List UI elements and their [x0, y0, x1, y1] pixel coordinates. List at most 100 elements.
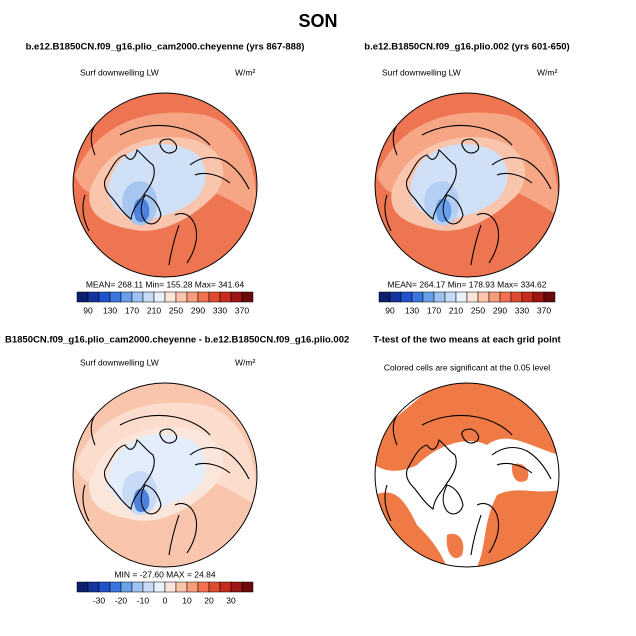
- colorbar-box: [230, 581, 243, 593]
- coastline: [405, 148, 457, 220]
- variable-label: Surf downwelling LW: [80, 67, 159, 77]
- coastline: [470, 502, 500, 556]
- map-fill: [375, 93, 559, 277]
- colorbar-label: 330: [515, 305, 529, 315]
- map-fill: [73, 383, 257, 567]
- colorbar-label: 210: [449, 305, 463, 315]
- map-border: [374, 382, 560, 568]
- colorbar-box: [109, 581, 122, 593]
- colorbar-box: [378, 291, 391, 303]
- coastline: [461, 138, 480, 154]
- coastline: [119, 414, 211, 436]
- colorbar-label: -10: [137, 595, 150, 605]
- colorbar-label: 170: [125, 305, 139, 315]
- colorbar-label: 250: [169, 305, 183, 315]
- colorbar-label: 20: [204, 595, 214, 605]
- colorbar-box: [175, 291, 188, 303]
- colorbar-box: [98, 581, 111, 593]
- stats-label: MIN = -27.60 MAX = 24.84: [114, 569, 215, 579]
- map: [72, 92, 258, 278]
- colorbar-box: [87, 291, 100, 303]
- units-label: W/m²: [235, 67, 255, 77]
- units-label: W/m²: [537, 67, 557, 77]
- map-border: [72, 382, 258, 568]
- colorbar-label: 30: [226, 595, 236, 605]
- colorbar-box: [120, 581, 133, 593]
- colorbar-box: [131, 291, 144, 303]
- colorbar-label: 370: [537, 305, 551, 315]
- colorbar-box: [142, 581, 155, 593]
- coastline: [140, 194, 162, 225]
- map: [374, 92, 560, 278]
- colorbar-label: 10: [182, 595, 192, 605]
- colorbar-box: [543, 291, 556, 303]
- colorbar-box: [389, 291, 402, 303]
- colorbar-box: [477, 291, 490, 303]
- colorbar-box: [411, 291, 424, 303]
- colorbar-label: 250: [471, 305, 485, 315]
- map-region: [397, 415, 408, 435]
- colorbar-label: 290: [493, 305, 507, 315]
- colorbar-box: [208, 291, 221, 303]
- colorbar-label: 130: [405, 305, 419, 315]
- colorbar-box: [197, 291, 210, 303]
- coastline: [470, 212, 500, 266]
- colorbar-label: 90: [83, 305, 93, 315]
- colorbar-label: -30: [93, 595, 106, 605]
- colorbar-box: [219, 291, 232, 303]
- colorbar-box: [153, 581, 166, 593]
- colorbar-label: 90: [385, 305, 395, 315]
- variable-label: Surf downwelling LW: [80, 357, 159, 367]
- colorbar-box: [186, 291, 199, 303]
- coastline: [159, 138, 178, 154]
- colorbar-label: 330: [213, 305, 227, 315]
- colorbar-box: [164, 581, 177, 593]
- colorbar-box: [76, 581, 89, 593]
- coastline: [491, 156, 552, 190]
- colorbar-box: [241, 291, 254, 303]
- map-border: [374, 92, 560, 278]
- colorbar-label: 290: [191, 305, 205, 315]
- colorbar-box: [499, 291, 512, 303]
- panel-title: B1850CN.f09_g16.plio_cam2000.cheyenne - …: [5, 335, 349, 346]
- coastline: [159, 428, 178, 444]
- map-region: [446, 533, 464, 559]
- colorbar-box: [197, 581, 210, 593]
- colorbar-label: 0: [163, 595, 168, 605]
- colorbar-box: [521, 291, 534, 303]
- colorbar-label: -20: [115, 595, 128, 605]
- colorbar-box: [219, 581, 232, 593]
- colorbar-box: [422, 291, 435, 303]
- colorbar-box: [230, 291, 243, 303]
- units-label: W/m²: [235, 357, 255, 367]
- map-fill: [73, 93, 257, 277]
- colorbar-label: 370: [235, 305, 249, 315]
- figure-title: SON: [298, 11, 337, 31]
- stats-label: MEAN= 264.17 Min= 178.93 Max= 334.62: [387, 279, 546, 289]
- map-border: [72, 92, 258, 278]
- variable-label: Surf downwelling LW: [382, 67, 461, 77]
- colorbar-box: [76, 291, 89, 303]
- coastline: [140, 484, 162, 515]
- coastline: [405, 438, 457, 510]
- colorbar-box: [241, 581, 254, 593]
- coastline: [119, 124, 211, 146]
- colorbar-box: [400, 291, 413, 303]
- colorbar-box: [142, 291, 155, 303]
- coastline: [442, 484, 464, 515]
- colorbar-box: [186, 581, 199, 593]
- panel-note: Colored cells are significant at the 0.0…: [384, 362, 550, 372]
- coastline: [103, 148, 155, 220]
- colorbar-box: [175, 581, 188, 593]
- colorbar-box: [444, 291, 457, 303]
- colorbar-box: [131, 581, 144, 593]
- colorbar-box: [87, 581, 100, 593]
- coastline: [189, 156, 250, 190]
- coastline: [491, 446, 552, 480]
- coastline: [168, 212, 198, 266]
- colorbar-box: [153, 291, 166, 303]
- colorbar-box: [120, 291, 133, 303]
- map: [374, 382, 560, 568]
- colorbar-box: [532, 291, 545, 303]
